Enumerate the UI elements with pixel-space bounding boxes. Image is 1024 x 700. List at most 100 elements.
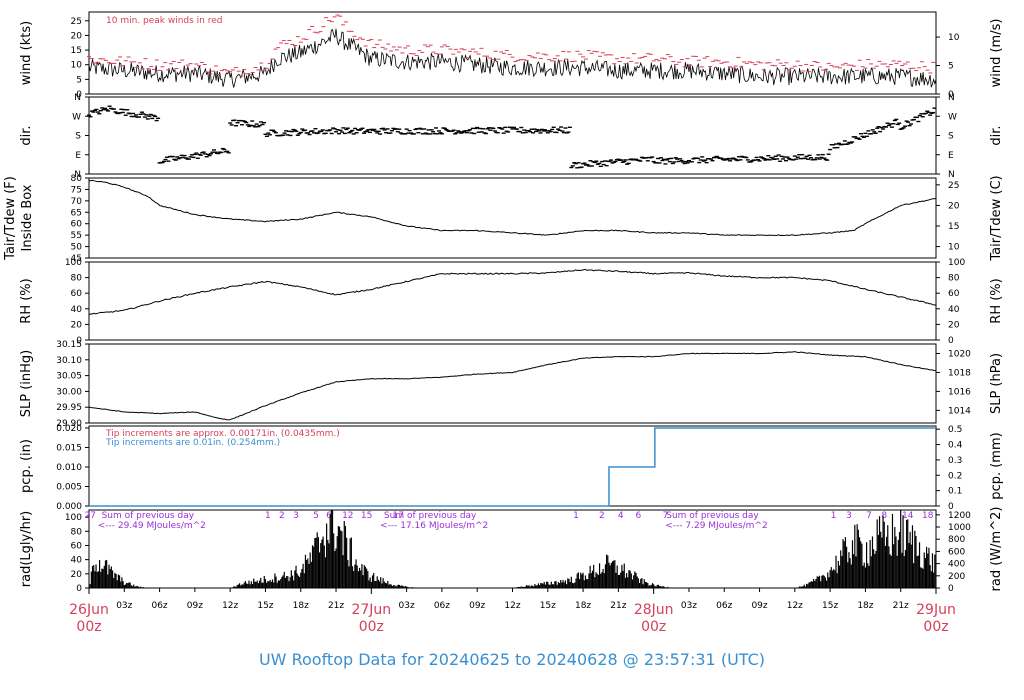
- temp-frame: [88, 177, 937, 259]
- rad-hour-mark: 4: [618, 511, 624, 521]
- temp-left-tick-label: 55: [71, 231, 82, 241]
- slp-left-tick-label: 30.00: [56, 387, 82, 397]
- dir-ylabel-right: dir.: [989, 125, 1004, 145]
- dir-right-tick-label: N: [948, 170, 955, 180]
- slp-right-tick-label: 1018: [948, 368, 971, 378]
- rad-hour-mark: 3: [846, 511, 852, 521]
- time-tick-label: 18z: [575, 601, 591, 611]
- rh-right-tick-label: 20: [948, 320, 960, 330]
- wind-note: 10 min. peak winds in red: [106, 16, 223, 26]
- wind-panel: 0 5 10 15 20 25 0 5 10 wind (kts) wind (m/s) 10 min…: [19, 11, 1004, 100]
- pcp-right-tick-label: 0.1: [948, 487, 962, 497]
- time-tick-label: 18z: [293, 601, 309, 611]
- rad-left-tick-label: 0: [76, 584, 82, 594]
- time-tick-label: 09z: [187, 601, 203, 611]
- rad-right-tick-label: 600: [948, 547, 965, 557]
- rh-right-tick-label: 0: [948, 336, 954, 346]
- rh-panel: 0 20 40 60 80 100 0 20 40 60 80 100 RH (%) RH (%): [19, 258, 1004, 346]
- time-tick-label: 15z: [822, 601, 838, 611]
- wind-left-tick-label: 10: [71, 61, 83, 71]
- pcp-right-tick-label: 0.4: [948, 441, 963, 451]
- temp-right-tick-label: 15: [948, 222, 959, 232]
- time-tick-label: 03z: [399, 601, 415, 611]
- day-label: 28Jun: [634, 602, 674, 618]
- pcp-note-2: Tip increments are 0.01in. (0.254mm.): [105, 438, 280, 448]
- temp-left-tick-label: 70: [71, 197, 83, 207]
- temp-ylabel-right: Tair/Tdew (C): [989, 175, 1004, 261]
- dir-left-tick-label: W: [72, 112, 81, 122]
- pcp-right-tick-label: 0.3: [948, 456, 962, 466]
- rad-sum-value-2: <--- 17.16 MJoules/m^2: [380, 521, 488, 531]
- day-label: 27Jun: [351, 602, 391, 618]
- time-tick-label: 21z: [610, 601, 626, 611]
- dir-right-tick-label: W: [948, 112, 957, 122]
- temp-ylabel-left2: Inside Box: [20, 184, 35, 251]
- time-tick-label: 15z: [257, 601, 273, 611]
- temp-right-tick-label: 25: [948, 181, 959, 191]
- time-tick-label: 03z: [681, 601, 697, 611]
- wind-left-tick-label: 0: [76, 90, 82, 100]
- pcp-panel: 0.000 0.005 0.010 0.015 0.020 0 0.1 0.2 0.3 0.4 0.…: [19, 424, 1004, 512]
- rad-panel: 020406080100020040060080010001200rad(Lgl…: [19, 507, 1004, 594]
- rad-sum-label-1: Sum of previous day: [102, 511, 195, 521]
- wind-left-tick-label: 5: [76, 75, 82, 85]
- rh-left-tick-label: 60: [71, 289, 83, 299]
- wind-left-tick-label: 25: [71, 17, 82, 27]
- pcp-left-tick-label: 0.010: [56, 463, 82, 473]
- rad-sum-value-1: <--- 29.49 MJoules/m^2: [98, 521, 206, 531]
- day-sublabel: 00z: [641, 619, 666, 635]
- rh-left-tick-label: 20: [71, 320, 83, 330]
- rad-hour-mark: 2: [599, 511, 605, 521]
- rad-sum-value-3: <--- 7.29 MJoules/m^2: [665, 521, 767, 531]
- dir-frame: [88, 96, 937, 175]
- rh-right-tick-label: 100: [948, 258, 965, 268]
- rad-hour-mark: 15: [361, 511, 372, 521]
- pcp-accumulation-line: [89, 427, 936, 507]
- rad-right-tick-label: 1000: [948, 523, 971, 533]
- rad-hour-mark: 7: [663, 511, 669, 521]
- time-tick-label: 09z: [751, 601, 767, 611]
- rad-hour-mark: 14: [902, 511, 914, 521]
- dir-ylabel-left: dir.: [19, 125, 34, 145]
- rh-line: [88, 268, 937, 316]
- time-tick-label: 06z: [434, 601, 450, 611]
- temp-right-tick-label: 10: [948, 243, 960, 253]
- rad-hour-mark: 6: [326, 511, 332, 521]
- time-tick-label: 12z: [504, 601, 520, 611]
- rh-left-tick-label: 100: [65, 258, 82, 268]
- rh-left-tick-label: 0: [76, 336, 82, 346]
- wind-left-tick-label: 15: [71, 46, 82, 56]
- day-label: 26Jun: [69, 602, 109, 618]
- pcp-left-tick-label: 0.020: [56, 424, 82, 434]
- slp-ylabel-left: SLP (inHg): [19, 350, 34, 418]
- pcp-ylabel-right: pcp. (mm): [989, 432, 1004, 499]
- slp-left-tick-label: 30.05: [56, 372, 82, 382]
- rad-right-tick-label: 400: [948, 560, 965, 570]
- rad-hour-mark: 6: [636, 511, 642, 521]
- rad-ylabel-left: rad(Lgly/hr): [19, 511, 34, 587]
- rad-left-tick-label: 20: [71, 570, 83, 580]
- slp-left-tick-label: 29.90: [56, 419, 82, 429]
- rh-right-tick-label: 40: [948, 305, 960, 315]
- pcp-right-tick-label: 0.2: [948, 471, 962, 481]
- wind-right-tick-label: 10: [948, 33, 960, 43]
- wind-ylabel-right: wind (m/s): [989, 19, 1004, 88]
- slp-right-tick-label: 1016: [948, 387, 971, 397]
- rad-hour-mark: 1: [831, 511, 837, 521]
- time-tick-label: 21z: [328, 601, 344, 611]
- pcp-right-tick-label: 0: [948, 502, 954, 512]
- rh-right-tick-label: 80: [948, 274, 960, 284]
- temp-left-tick-label: 65: [71, 208, 82, 218]
- time-tick-label: 03z: [116, 601, 132, 611]
- temp-left-tick-label: 50: [71, 243, 83, 253]
- pcp-note-1: Tip increments are approx. 0.00171in. (0…: [105, 429, 340, 439]
- time-tick-label: 12z: [222, 601, 238, 611]
- temp-left-tick-label: 60: [71, 220, 83, 230]
- pcp-left-tick-label: 0.000: [56, 502, 82, 512]
- rh-ylabel-right: RH (%): [989, 278, 1004, 323]
- time-tick-label: 21z: [893, 601, 909, 611]
- time-tick-label: 12z: [787, 601, 803, 611]
- rad-left-tick-label: 80: [71, 527, 83, 537]
